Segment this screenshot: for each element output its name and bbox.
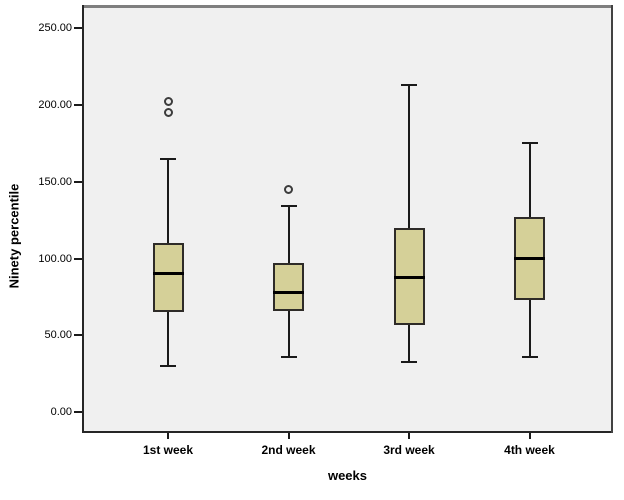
- plot-border-right: [611, 5, 613, 433]
- y-tick-label: 50.00: [44, 329, 72, 342]
- y-tick-mark: [74, 411, 82, 414]
- whisker-cap-low: [521, 355, 538, 358]
- y-tick-label: 150.00: [38, 175, 72, 188]
- x-tick-mark: [287, 433, 290, 439]
- x-axis-title: weeks: [327, 468, 368, 483]
- whisker-cap-low: [401, 360, 417, 363]
- x-tick-label: 2nd week: [261, 443, 316, 457]
- y-tick-label: 0.00: [50, 406, 72, 419]
- plot-border-top: [82, 5, 613, 8]
- y-tick-mark: [74, 180, 82, 183]
- plot-border-left: [82, 5, 84, 433]
- whisker-cap-high: [521, 142, 538, 145]
- boxplot-box: [152, 243, 184, 313]
- whisker-cap-high: [401, 83, 417, 86]
- x-tick-label: 1st week: [142, 443, 194, 457]
- plot-area: [82, 5, 613, 433]
- median-line: [273, 290, 304, 294]
- y-tick-mark: [74, 257, 82, 260]
- boxplot-box: [273, 263, 304, 311]
- outlier-point: [163, 108, 173, 118]
- plot-border-bottom: [82, 431, 613, 433]
- whisker-cap-low: [280, 355, 297, 358]
- median-line: [152, 272, 184, 276]
- y-tick-label: 100.00: [38, 252, 72, 265]
- x-tick-label: 3rd week: [383, 443, 435, 457]
- median-line: [393, 275, 425, 279]
- y-axis-title: Ninety percentile: [6, 183, 22, 289]
- whisker-cap-low: [160, 365, 176, 368]
- whisker-cap-high: [280, 205, 297, 208]
- whisker-line: [408, 84, 410, 362]
- y-tick-label: 200.00: [38, 98, 72, 111]
- x-tick-mark: [167, 433, 169, 439]
- outlier-point: [284, 184, 293, 194]
- median-line: [514, 257, 545, 261]
- y-tick-mark: [74, 103, 82, 106]
- x-tick-mark: [528, 433, 531, 439]
- x-tick-mark: [408, 433, 410, 439]
- x-tick-label: 4th week: [504, 443, 555, 457]
- y-tick-label: 250.00: [38, 22, 72, 34]
- y-tick-mark: [74, 334, 82, 337]
- outlier-point: [163, 97, 173, 107]
- whisker-cap-high: [160, 157, 176, 160]
- y-tick-mark: [74, 27, 82, 29]
